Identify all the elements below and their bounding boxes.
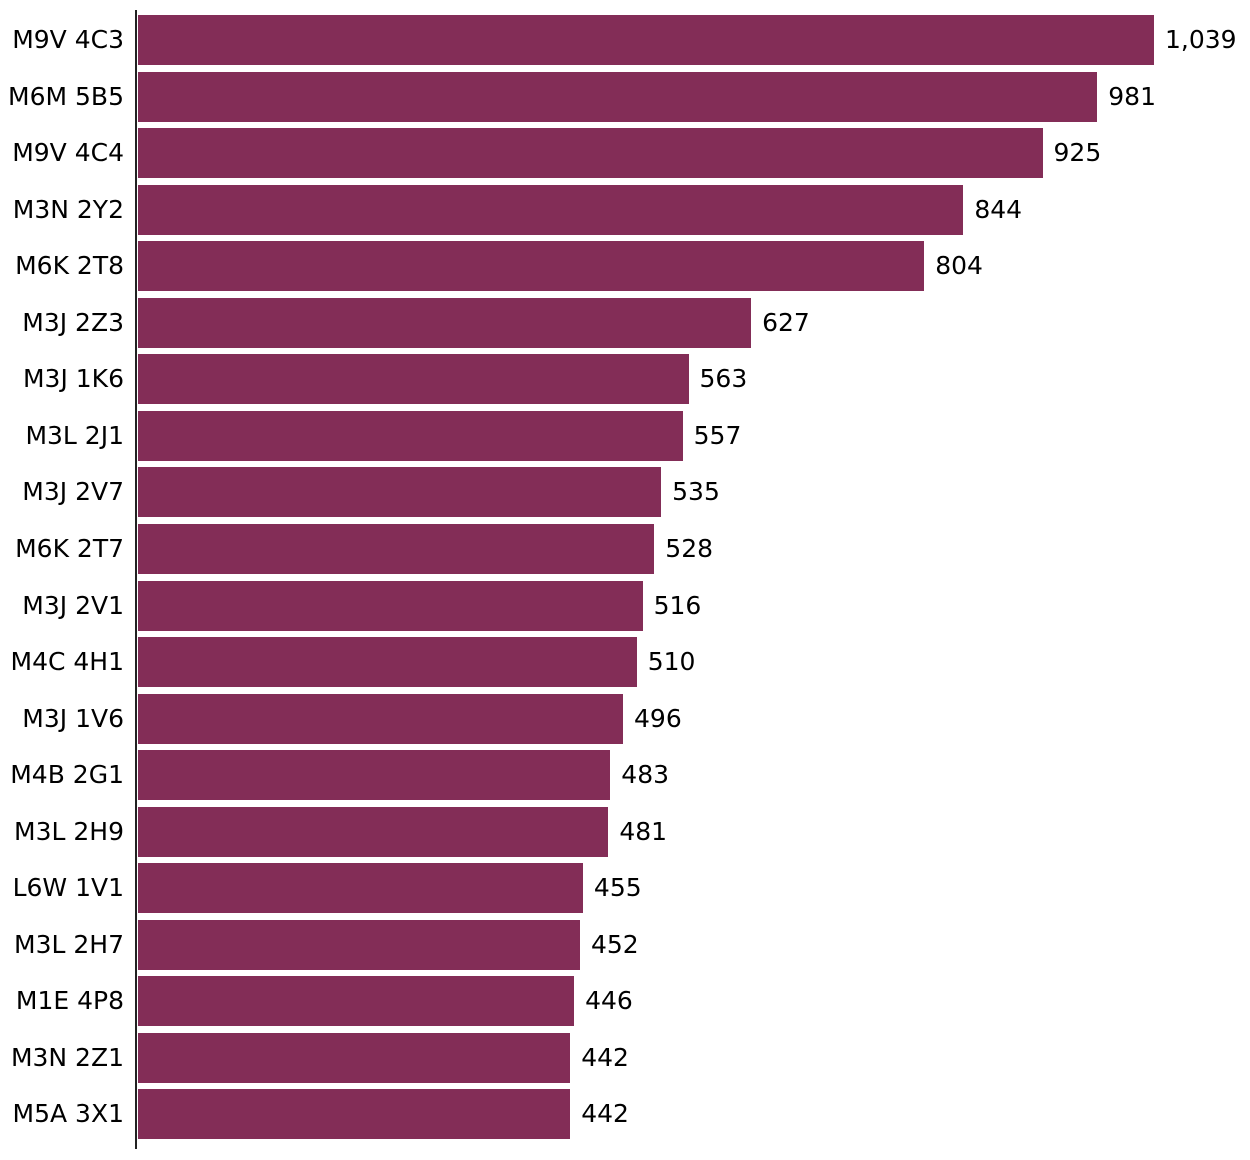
bar-row: M6K 2T8 804 bbox=[0, 241, 1250, 292]
bar bbox=[138, 919, 580, 970]
category-label: M3L 2H7 bbox=[14, 929, 124, 959]
bar-row: M1E 4P8 446 bbox=[0, 976, 1250, 1027]
bar-row: M3J 2V1 516 bbox=[0, 580, 1250, 631]
bar-row: M9V 4C4 925 bbox=[0, 128, 1250, 179]
value-label: 627 bbox=[762, 307, 810, 337]
bar-row: M3L 2H7 452 bbox=[0, 919, 1250, 970]
category-label: M4C 4H1 bbox=[10, 647, 125, 677]
bar bbox=[138, 580, 643, 631]
category-label: M3L 2H9 bbox=[14, 816, 124, 846]
bar bbox=[138, 467, 662, 518]
bar bbox=[138, 1089, 571, 1140]
bar bbox=[138, 354, 689, 405]
category-label: M3J 1V6 bbox=[22, 703, 124, 733]
value-label: 496 bbox=[634, 703, 682, 733]
value-label: 563 bbox=[699, 364, 748, 394]
bar bbox=[138, 693, 624, 744]
category-label: M4B 2G1 bbox=[10, 760, 124, 790]
category-label: M3N 2Z1 bbox=[10, 1042, 124, 1072]
value-label: 481 bbox=[619, 816, 668, 846]
value-label: 516 bbox=[653, 590, 702, 620]
value-label: 442 bbox=[581, 1042, 629, 1072]
bar-row: M4C 4H1 510 bbox=[0, 637, 1250, 688]
value-label: 557 bbox=[693, 420, 742, 450]
bar-row: M5A 3X1 442 bbox=[0, 1089, 1250, 1140]
value-label: 844 bbox=[974, 194, 1023, 224]
bar-row: M3J 2V7 535 bbox=[0, 467, 1250, 518]
value-label: 483 bbox=[621, 760, 670, 790]
bar bbox=[138, 806, 609, 857]
value-label: 804 bbox=[935, 251, 983, 281]
bar-row: L6W 1V1 455 bbox=[0, 863, 1250, 914]
bar-row: M3L 2H9 481 bbox=[0, 806, 1250, 857]
bar bbox=[138, 750, 611, 801]
value-label: 455 bbox=[593, 873, 642, 903]
bar bbox=[138, 523, 655, 574]
bar-row: M3J 1V6 496 bbox=[0, 693, 1250, 744]
value-label: 442 bbox=[581, 1099, 629, 1129]
bar-row: M6K 2T7 528 bbox=[0, 523, 1250, 574]
y-axis-line bbox=[135, 10, 137, 1149]
bar-row: M4B 2G1 483 bbox=[0, 750, 1250, 801]
value-label: 535 bbox=[672, 477, 720, 507]
bar-row: M3N 2Y2 844 bbox=[0, 184, 1250, 235]
category-label: M3J 2V7 bbox=[22, 477, 124, 507]
category-label: M9V 4C4 bbox=[12, 138, 124, 168]
category-label: M3L 2J1 bbox=[25, 420, 124, 450]
category-label: M6K 2T8 bbox=[15, 251, 124, 281]
bar bbox=[138, 863, 583, 914]
bar bbox=[138, 71, 1098, 122]
bar bbox=[138, 637, 637, 688]
bar bbox=[138, 410, 683, 461]
bar bbox=[138, 297, 752, 348]
category-label: M5A 3X1 bbox=[12, 1099, 124, 1129]
bar-row: M3L 2J1 557 bbox=[0, 410, 1250, 461]
value-label: 1,039 bbox=[1165, 25, 1237, 54]
bar bbox=[138, 15, 1154, 65]
category-label: M3J 2Z3 bbox=[22, 307, 124, 337]
value-label: 510 bbox=[647, 647, 696, 677]
bar bbox=[138, 976, 575, 1027]
value-label: 981 bbox=[1108, 81, 1156, 111]
bar-row: M3J 2Z3 627 bbox=[0, 297, 1250, 348]
bar bbox=[138, 241, 925, 292]
category-label: M3J 2V1 bbox=[22, 590, 124, 620]
value-label: 452 bbox=[590, 929, 639, 959]
category-label: M6M 5B5 bbox=[8, 81, 124, 111]
category-label: L6W 1V1 bbox=[12, 873, 124, 903]
category-label: M6K 2T7 bbox=[15, 533, 124, 563]
value-label: 528 bbox=[665, 533, 714, 563]
category-label: M9V 4C3 bbox=[12, 25, 124, 54]
category-label: M3N 2Y2 bbox=[12, 194, 124, 224]
bar-row: M6M 5B5 981 bbox=[0, 71, 1250, 122]
bar bbox=[138, 184, 964, 235]
value-label: 925 bbox=[1053, 138, 1102, 168]
category-label: M3J 1K6 bbox=[22, 364, 124, 394]
category-label: M1E 4P8 bbox=[15, 986, 124, 1016]
value-label: 446 bbox=[585, 986, 633, 1016]
bar-row: M3N 2Z1 442 bbox=[0, 1032, 1250, 1083]
bar bbox=[138, 128, 1043, 179]
bar-row: M3J 1K6 563 bbox=[0, 354, 1250, 405]
bar bbox=[138, 1032, 571, 1083]
bar-row: M9V 4C3 1,039 bbox=[0, 15, 1250, 65]
